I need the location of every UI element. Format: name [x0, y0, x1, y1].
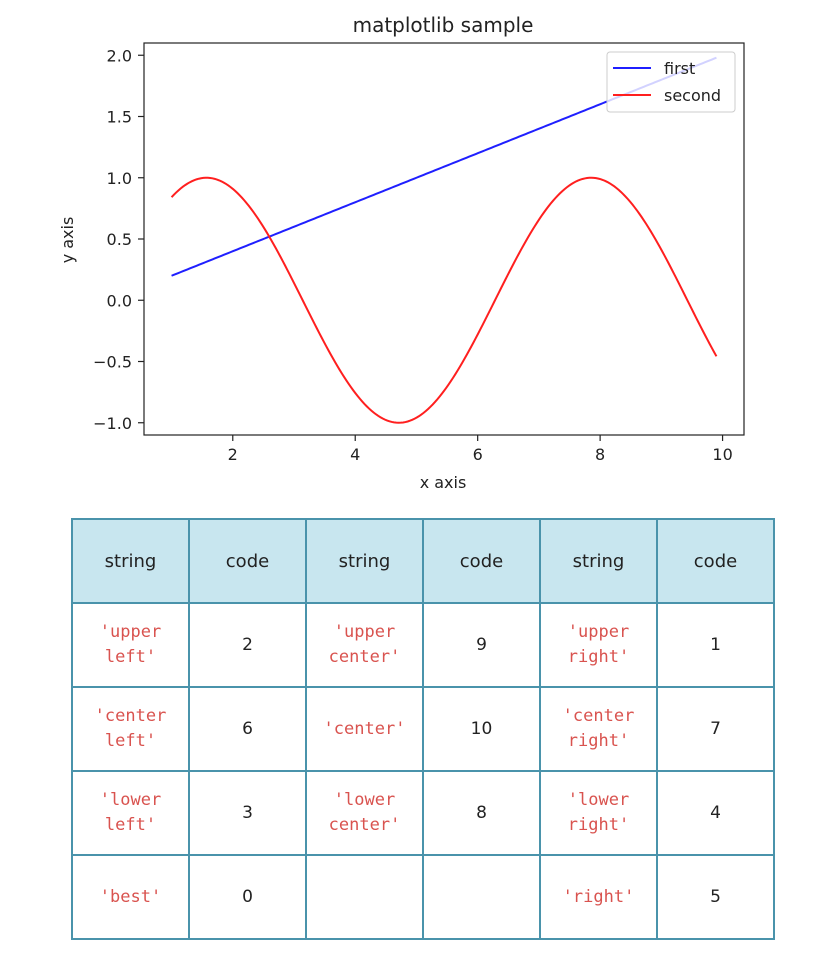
- y-axis-title: y axis: [58, 217, 77, 264]
- header-cell: code: [656, 518, 775, 604]
- location-code: 7: [710, 719, 721, 739]
- location-string: 'upper right': [567, 622, 630, 667]
- legend-label-second: second: [664, 86, 721, 105]
- x-tick-label: 8: [595, 445, 605, 464]
- location-code-cell: 7: [656, 686, 775, 772]
- location-string: 'lower left': [99, 790, 162, 835]
- location-code-cell: 9: [422, 602, 541, 688]
- location-string: 'lower center': [328, 790, 401, 835]
- y-tick-label: −1.0: [93, 414, 132, 433]
- location-string-cell: [305, 854, 424, 940]
- location-string-cell: 'center left': [71, 686, 190, 772]
- location-string: 'center left': [94, 706, 167, 751]
- header-cell: code: [422, 518, 541, 604]
- location-code-cell: 8: [422, 770, 541, 856]
- location-code: 5: [710, 887, 721, 907]
- location-string: 'center': [323, 718, 406, 739]
- table-header-row: string code string code string code: [71, 518, 775, 604]
- location-string-cell: 'lower center': [305, 770, 424, 856]
- location-code-cell: 6: [188, 686, 307, 772]
- location-code-cell: 5: [656, 854, 775, 940]
- location-string: 'right': [562, 886, 635, 907]
- location-string: 'center right': [562, 706, 635, 751]
- location-string-cell: 'lower left': [71, 770, 190, 856]
- location-code-cell: 3: [188, 770, 307, 856]
- chart-title: matplotlib sample: [353, 13, 534, 37]
- location-code-cell: [422, 854, 541, 940]
- location-code-cell: 4: [656, 770, 775, 856]
- location-string-cell: 'upper left': [71, 602, 190, 688]
- y-tick-label: 0.5: [107, 230, 132, 249]
- legend-label-first: first: [664, 59, 695, 78]
- location-code: 10: [470, 719, 493, 739]
- location-string-cell: 'center right': [539, 686, 658, 772]
- x-axis-title: x axis: [420, 473, 467, 492]
- location-code: 4: [710, 803, 721, 823]
- location-string: 'upper center': [328, 622, 401, 667]
- location-code: 0: [242, 887, 253, 907]
- line-chart: matplotlib sample 2 4 6 8 10 2.0 1.5 1.0 0.5 0.0…: [58, 13, 745, 492]
- location-string-cell: 'best': [71, 854, 190, 940]
- y-tick-label: 1.0: [107, 169, 132, 188]
- table-row: 'lower left' 3 'lower center' 8 'lower right…: [71, 770, 775, 856]
- header-cell: string: [71, 518, 190, 604]
- location-string: 'best': [99, 886, 162, 907]
- location-code: 8: [476, 803, 487, 823]
- location-code-cell: 0: [188, 854, 307, 940]
- y-axis: 2.0 1.5 1.0 0.5 0.0 −0.5 −1.0: [93, 46, 144, 433]
- location-code: 3: [242, 803, 253, 823]
- header-cell: code: [188, 518, 307, 604]
- x-axis: 2 4 6 8 10: [228, 435, 733, 464]
- x-tick-label: 6: [473, 445, 483, 464]
- x-tick-label: 2: [228, 445, 238, 464]
- x-tick-label: 4: [350, 445, 360, 464]
- table-row: 'upper left' 2 'upper center' 9 'upper right…: [71, 602, 775, 688]
- location-string: 'lower right': [567, 790, 630, 835]
- x-tick-label: 10: [712, 445, 732, 464]
- legend: first second: [606, 51, 736, 113]
- location-code: 2: [242, 635, 253, 655]
- location-code-cell: 2: [188, 602, 307, 688]
- location-string-cell: 'center': [305, 686, 424, 772]
- y-tick-label: 0.0: [107, 291, 132, 310]
- location-code-cell: 1: [656, 602, 775, 688]
- location-string-cell: 'upper right': [539, 602, 658, 688]
- series-line-second: [170, 176, 718, 424]
- location-code: 9: [476, 635, 487, 655]
- location-string-cell: 'lower right': [539, 770, 658, 856]
- location-code: 1: [710, 635, 721, 655]
- header-cell: string: [305, 518, 424, 604]
- location-code: 6: [242, 719, 253, 739]
- y-tick-label: 2.0: [107, 46, 132, 65]
- location-string: 'upper left': [99, 622, 162, 667]
- header-cell: string: [539, 518, 658, 604]
- y-tick-label: −0.5: [93, 353, 132, 372]
- y-tick-label: 1.5: [107, 108, 132, 127]
- table-row: 'best' 0 'right' 5: [71, 854, 775, 940]
- location-string-cell: 'right': [539, 854, 658, 940]
- table-row: 'center left' 6 'center' 10 'center right' 7: [71, 686, 775, 772]
- location-string-cell: 'upper center': [305, 602, 424, 688]
- location-code-cell: 10: [422, 686, 541, 772]
- legend-location-table: string code string code string code 'upp…: [71, 518, 775, 940]
